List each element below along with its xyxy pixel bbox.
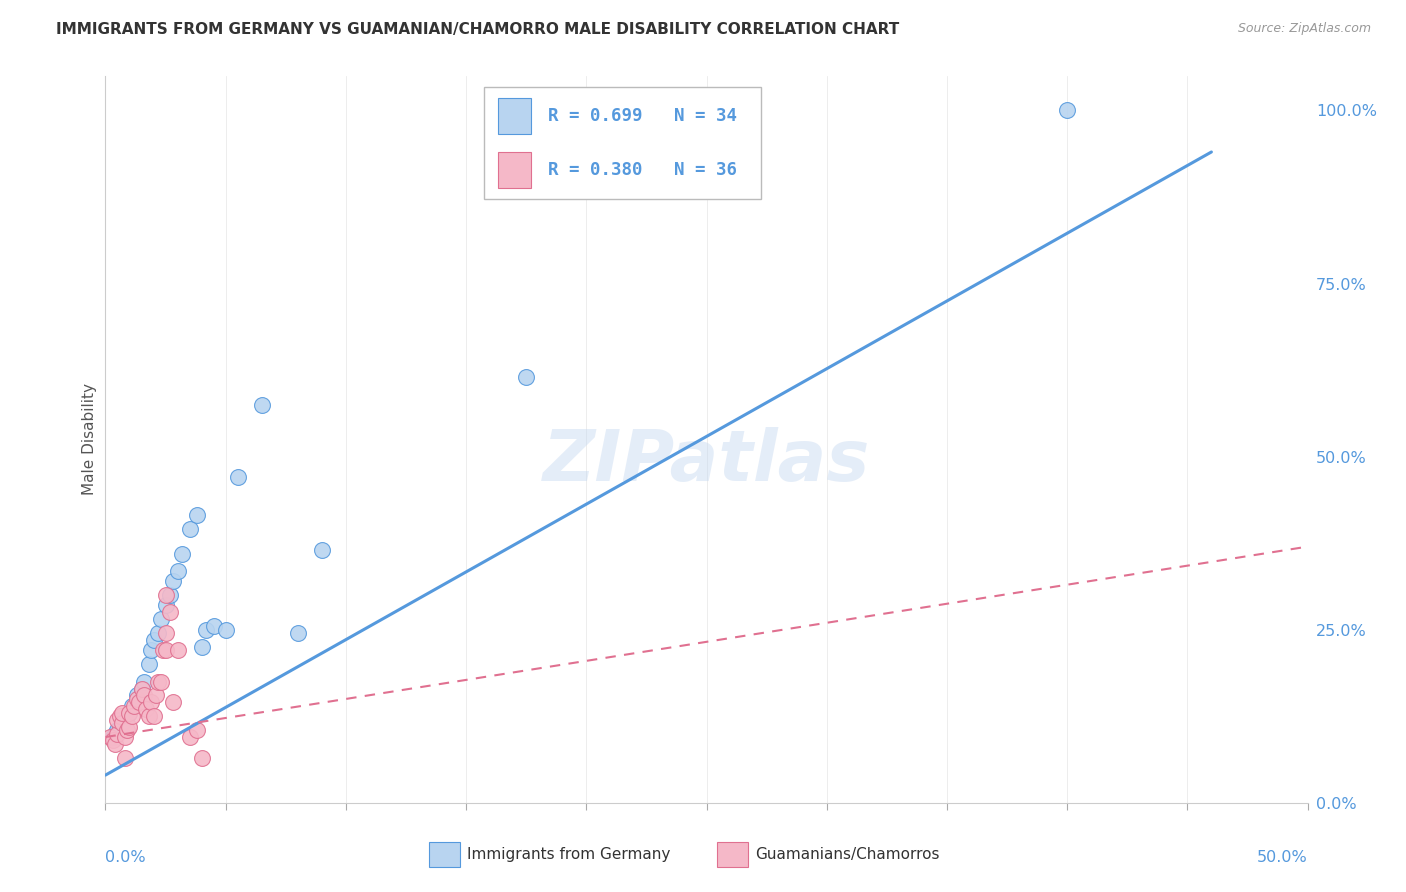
Point <box>114 713 136 727</box>
Point <box>107 723 129 737</box>
Point <box>107 726 129 740</box>
Point <box>149 612 172 626</box>
Point <box>226 470 249 484</box>
Point <box>104 737 127 751</box>
Point <box>155 643 177 657</box>
Point <box>195 623 218 637</box>
Point <box>118 706 141 720</box>
Text: Immigrants from Germany: Immigrants from Germany <box>467 847 671 862</box>
Point <box>186 723 208 737</box>
Point <box>131 681 153 696</box>
Text: Source: ZipAtlas.com: Source: ZipAtlas.com <box>1237 22 1371 36</box>
Point <box>111 716 134 731</box>
Point <box>132 674 155 689</box>
Point <box>159 588 181 602</box>
Point <box>287 626 309 640</box>
Point <box>139 695 162 709</box>
Point <box>166 564 188 578</box>
Point <box>159 606 181 620</box>
FancyBboxPatch shape <box>498 98 531 134</box>
Point <box>166 643 188 657</box>
Point <box>108 709 131 723</box>
Point <box>139 643 162 657</box>
Point <box>155 626 177 640</box>
Text: IMMIGRANTS FROM GERMANY VS GUAMANIAN/CHAMORRO MALE DISABILITY CORRELATION CHART: IMMIGRANTS FROM GERMANY VS GUAMANIAN/CHA… <box>56 22 900 37</box>
Point <box>142 633 165 648</box>
Point <box>145 689 167 703</box>
Point <box>179 730 201 744</box>
Point <box>132 689 155 703</box>
Point <box>190 751 212 765</box>
Point <box>1056 103 1078 118</box>
Point <box>214 623 236 637</box>
Point <box>121 698 143 713</box>
Point <box>131 681 153 696</box>
Point <box>155 588 177 602</box>
Point <box>108 720 131 734</box>
Point <box>142 709 165 723</box>
Point <box>311 543 333 558</box>
Point <box>190 640 212 654</box>
Point <box>515 370 537 384</box>
Text: Guamanians/Chamorros: Guamanians/Chamorros <box>755 847 939 862</box>
Point <box>138 657 160 672</box>
Point <box>186 508 208 523</box>
Point <box>172 547 194 561</box>
Point <box>162 695 184 709</box>
Point <box>111 716 134 731</box>
Point <box>114 751 136 765</box>
Text: 50.0%: 50.0% <box>1257 850 1308 865</box>
Point <box>107 713 129 727</box>
FancyBboxPatch shape <box>484 87 761 200</box>
Text: R = 0.380   N = 36: R = 0.380 N = 36 <box>548 161 737 179</box>
FancyBboxPatch shape <box>498 152 531 188</box>
Point <box>115 723 138 737</box>
Point <box>149 674 172 689</box>
Point <box>125 689 148 703</box>
Point <box>148 674 170 689</box>
Point <box>148 626 170 640</box>
Point <box>104 726 127 740</box>
Text: ZIPatlas: ZIPatlas <box>543 426 870 496</box>
Point <box>250 398 273 412</box>
Y-axis label: Male Disability: Male Disability <box>82 384 97 495</box>
Point <box>118 706 141 720</box>
Point <box>115 709 138 723</box>
Point <box>101 733 124 747</box>
Point <box>202 619 225 633</box>
Point <box>128 695 150 709</box>
Point <box>162 574 184 589</box>
Point <box>179 522 201 536</box>
Point <box>155 599 177 613</box>
Point <box>138 709 160 723</box>
Point <box>121 709 143 723</box>
Text: R = 0.699   N = 34: R = 0.699 N = 34 <box>548 107 737 125</box>
Point <box>118 720 141 734</box>
Point <box>152 643 174 657</box>
Point <box>98 730 121 744</box>
Point <box>111 706 134 720</box>
Point <box>101 730 124 744</box>
Point <box>125 692 148 706</box>
Text: 0.0%: 0.0% <box>105 850 146 865</box>
Point <box>135 702 157 716</box>
Point <box>124 698 146 713</box>
Point <box>114 730 136 744</box>
